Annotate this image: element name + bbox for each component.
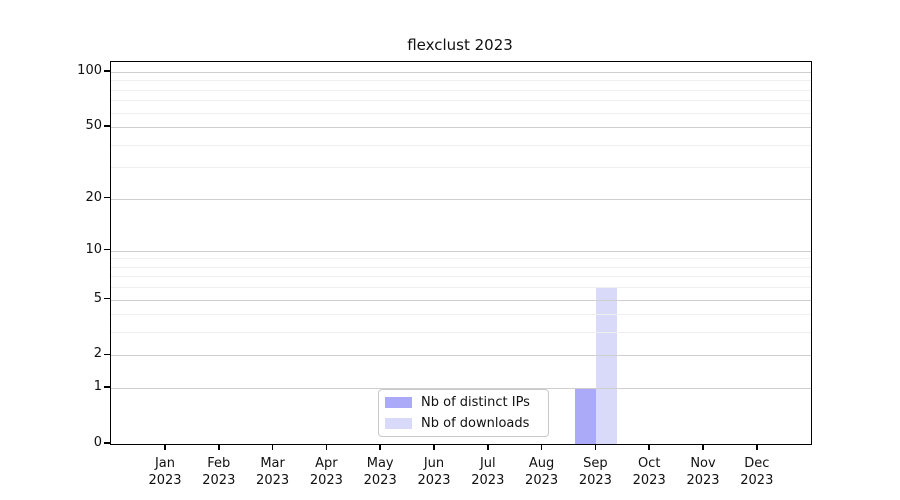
- bar-nb-of-downloads-sep: [596, 287, 618, 444]
- gridline-major: [111, 299, 811, 301]
- y-tick-label: 50: [85, 118, 102, 134]
- x-tick-label: Feb 2023: [179, 455, 259, 489]
- x-tick: [164, 444, 166, 450]
- x-tick-label: Jul 2023: [448, 455, 528, 489]
- legend-label: Nb of downloads: [421, 415, 530, 431]
- x-tick-year: 2023: [309, 473, 343, 488]
- x-tick: [271, 444, 274, 450]
- x-tick: [540, 444, 543, 450]
- gridline-minor: [111, 276, 811, 278]
- legend-swatch: [385, 397, 412, 409]
- x-tick-label: Oct 2023: [609, 455, 689, 489]
- y-tick: [104, 297, 110, 300]
- legend-entry: Nb of distinct IPs: [385, 395, 548, 410]
- grid-layer: [111, 62, 811, 444]
- x-tick-month: Jan: [154, 456, 176, 471]
- y-tick: [104, 70, 110, 72]
- x-tick-month: Feb: [207, 456, 231, 471]
- x-tick-year: 2023: [632, 473, 666, 488]
- x-tick: [218, 444, 220, 450]
- x-tick-year: 2023: [471, 473, 505, 488]
- x-tick-year: 2023: [148, 473, 182, 488]
- x-tick-label: Mar 2023: [233, 455, 313, 489]
- x-tick-month: Dec: [744, 456, 770, 471]
- x-tick: [756, 444, 758, 450]
- legend-label: Nb of distinct IPs: [421, 395, 530, 411]
- x-tick-label: Sep 2023: [555, 455, 635, 489]
- legend: Nb of distinct IPs Nb of downloads: [378, 389, 549, 437]
- x-tick: [487, 444, 489, 450]
- gridline-minor: [111, 80, 811, 82]
- y-tick: [104, 353, 110, 356]
- gridline-major: [111, 250, 811, 252]
- x-tick: [379, 444, 381, 450]
- gridline-minor: [111, 314, 811, 316]
- x-tick-year: 2023: [740, 473, 774, 488]
- bar-nb-of-distinct-ips-sep: [575, 388, 597, 444]
- x-tick: [648, 444, 650, 450]
- x-tick-year: 2023: [363, 473, 397, 488]
- x-tick-label: Dec 2023: [717, 455, 797, 489]
- x-tick-month: Jun: [423, 456, 445, 471]
- x-tick: [594, 444, 597, 450]
- x-tick: [702, 444, 704, 450]
- x-tick-year: 2023: [202, 473, 236, 488]
- x-tick-month: Jul: [479, 456, 496, 471]
- legend-swatch: [385, 417, 412, 429]
- x-tick-month: May: [366, 456, 394, 471]
- x-tick-month: Oct: [637, 456, 661, 471]
- gridline-minor: [111, 287, 811, 289]
- gridline-minor: [111, 112, 811, 114]
- y-tick-label: 10: [85, 241, 102, 257]
- x-tick-year: 2023: [256, 473, 290, 488]
- legend-entry: Nb of downloads: [385, 416, 548, 431]
- y-tick-label: 20: [85, 189, 102, 205]
- gridline-major: [111, 72, 811, 73]
- bars-layer: [111, 62, 811, 444]
- gridline-minor: [111, 167, 811, 169]
- x-tick-label: Apr 2023: [286, 455, 366, 489]
- y-tick: [104, 386, 110, 388]
- y-tick: [104, 442, 110, 444]
- x-tick: [325, 444, 328, 450]
- x-tick-year: 2023: [417, 473, 451, 488]
- gridline-minor: [111, 89, 811, 91]
- y-tick: [104, 125, 110, 127]
- chart-title: flexclust 2023: [407, 36, 513, 54]
- y-tick: [104, 196, 110, 199]
- gridline-minor: [111, 144, 811, 146]
- y-tick-label: 2: [93, 346, 102, 362]
- y-tick: [104, 248, 110, 251]
- x-tick-label: Aug 2023: [502, 455, 582, 489]
- x-tick-month: Sep: [583, 456, 608, 471]
- x-tick-label: Jan 2023: [125, 455, 205, 489]
- y-tick-label: 0: [93, 435, 102, 450]
- y-tick-label: 5: [93, 290, 102, 306]
- x-tick-month: Apr: [315, 456, 338, 471]
- y-tick-label: 100: [77, 63, 102, 78]
- y-tick-label: 1: [93, 379, 102, 395]
- x-tick-month: Aug: [528, 456, 555, 471]
- x-tick-label: Nov 2023: [663, 455, 743, 489]
- gridline-major: [111, 388, 811, 390]
- gridline-minor: [111, 258, 811, 260]
- x-tick-year: 2023: [578, 473, 612, 488]
- x-tick-year: 2023: [686, 473, 720, 488]
- plot-area: [110, 61, 812, 445]
- gridline-minor: [111, 100, 811, 102]
- gridline-major: [111, 127, 811, 129]
- x-tick-month: Mar: [260, 456, 285, 471]
- gridline-major: [111, 355, 811, 357]
- x-tick-label: May 2023: [340, 455, 420, 489]
- x-tick-year: 2023: [525, 473, 559, 488]
- x-tick-month: Nov: [690, 456, 716, 471]
- x-tick-label: Jun 2023: [394, 455, 474, 489]
- gridline-minor: [111, 332, 811, 334]
- gridline-major: [111, 198, 811, 200]
- x-tick: [433, 444, 435, 450]
- gridline-minor: [111, 266, 811, 268]
